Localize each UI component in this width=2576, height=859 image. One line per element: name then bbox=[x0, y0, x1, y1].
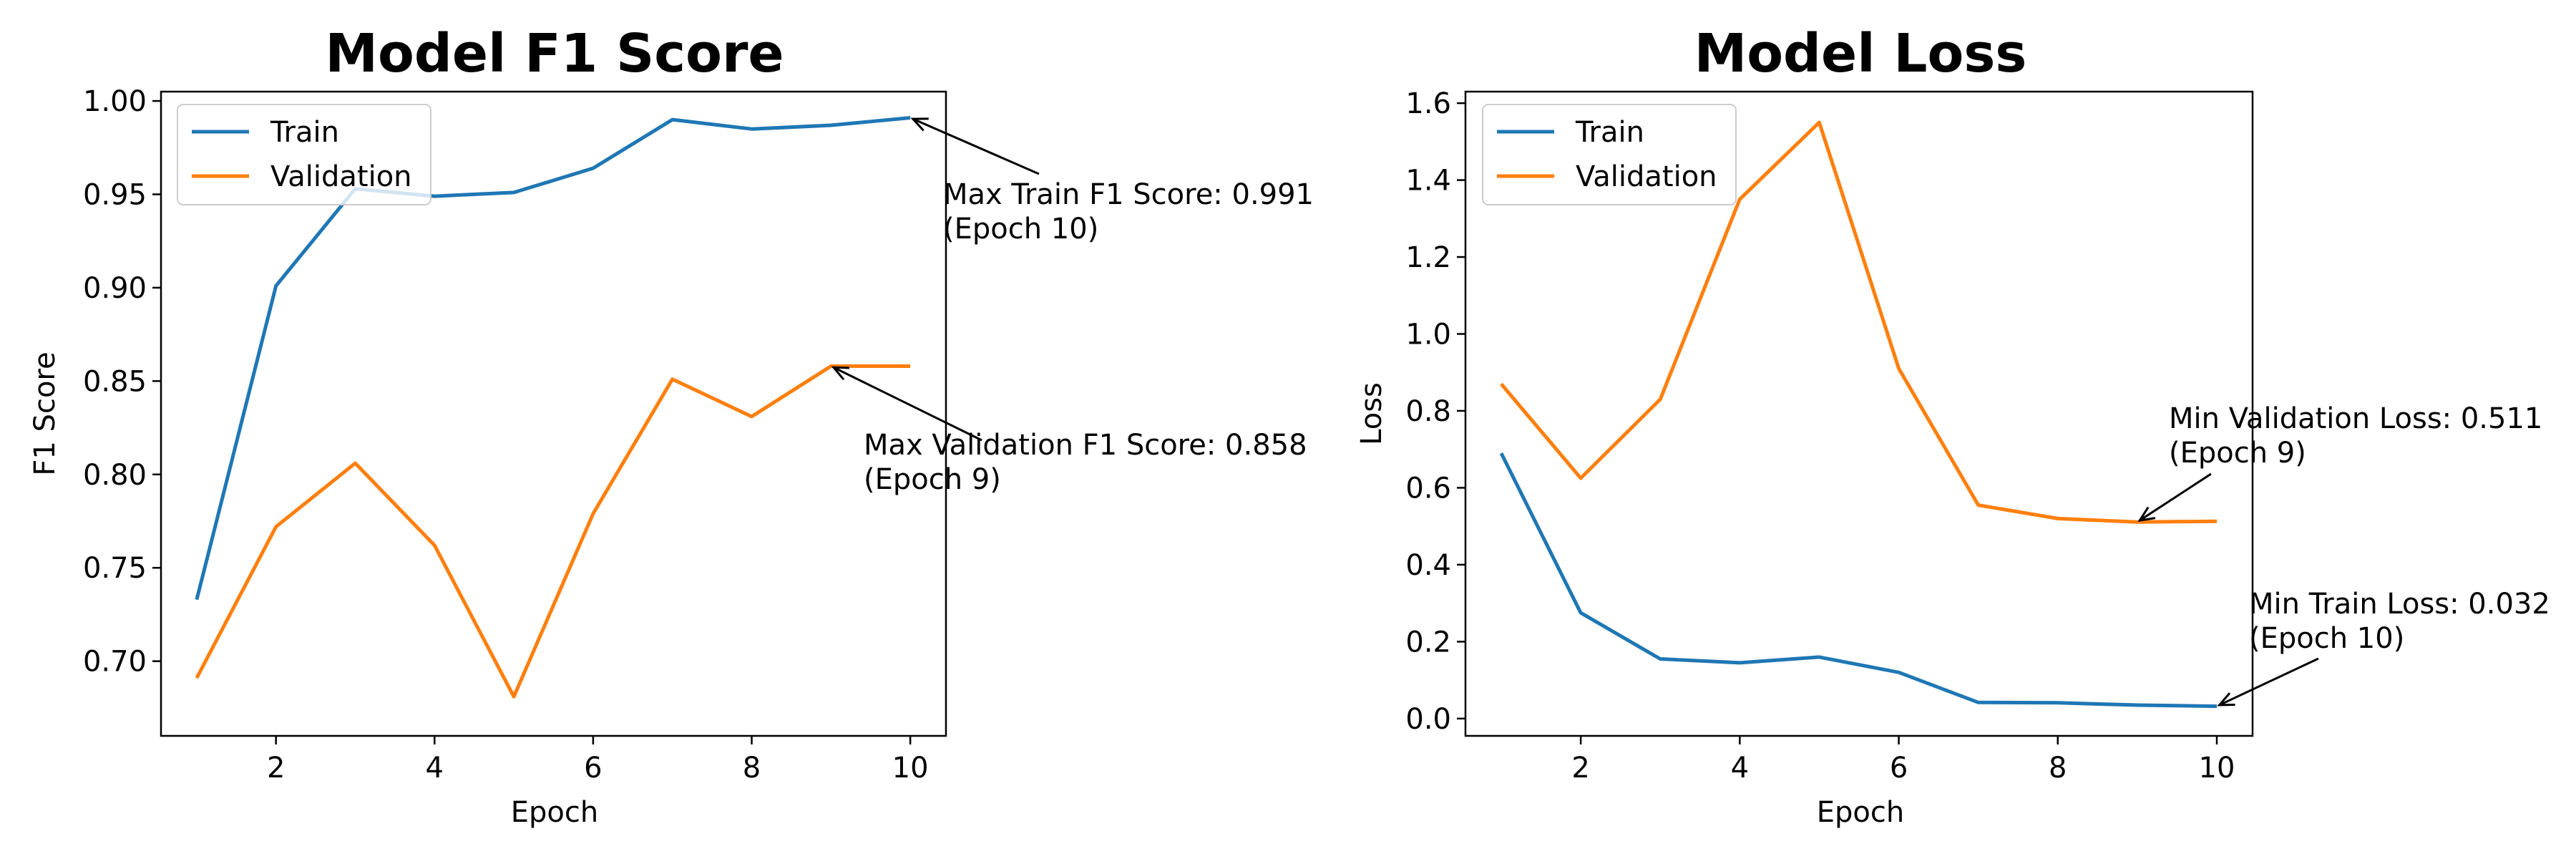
y-axis-label: F1 Score bbox=[29, 351, 62, 475]
annotation-arrow bbox=[833, 366, 982, 442]
legend-label: Train bbox=[270, 116, 339, 149]
x-tick-label: 4 bbox=[426, 752, 444, 785]
x-axis-label: Epoch bbox=[511, 796, 598, 829]
annotation-text: Max Validation F1 Score: 0.858 bbox=[864, 429, 1307, 462]
x-tick-label: 8 bbox=[743, 752, 761, 785]
plot-area: 2 4 6 8 10 0.70 0.75 0.80 0.85 0.90 0.95 1.00 Train V… bbox=[83, 85, 1314, 785]
annotation: Min Train Loss: 0.032(Epoch 10) bbox=[2217, 588, 2550, 707]
legend-box bbox=[1482, 104, 1737, 205]
y-tick-label: 1.6 bbox=[1405, 87, 1451, 120]
x-tick-label: 4 bbox=[1731, 752, 1749, 785]
y-tick-label: 0.4 bbox=[1405, 549, 1451, 582]
annotation-text: Min Validation Loss: 0.511 bbox=[2169, 402, 2542, 435]
annotation-arrowhead bbox=[2137, 506, 2156, 523]
annotation: Max Train F1 Score: 0.991(Epoch 10) bbox=[910, 117, 1314, 246]
y-tick-label: 1.2 bbox=[1405, 241, 1451, 274]
annotation-arrow bbox=[2139, 472, 2212, 522]
annotation-text: (Epoch 10) bbox=[2249, 622, 2404, 655]
x-tick-label: 2 bbox=[1571, 752, 1589, 785]
chart-title: Model Loss bbox=[1694, 23, 2027, 84]
legend: Train Validation bbox=[1482, 104, 1737, 205]
chart-title: Model F1 Score bbox=[325, 23, 784, 84]
y-tick-label: 1.0 bbox=[1405, 319, 1451, 351]
y-tick-label: 0.70 bbox=[83, 646, 147, 679]
y-tick-label: 0.2 bbox=[1405, 626, 1451, 659]
annotation-arrowhead bbox=[2217, 692, 2235, 707]
annotation-text: Max Train F1 Score: 0.991 bbox=[943, 178, 1314, 211]
annotation-arrowhead bbox=[910, 117, 929, 132]
legend: Train Validation bbox=[177, 104, 431, 205]
y-tick-label: 0.80 bbox=[83, 459, 147, 492]
x-tick-label: 8 bbox=[2049, 752, 2067, 785]
x-tick-label: 10 bbox=[892, 752, 929, 785]
y-tick-label: 0.8 bbox=[1405, 395, 1451, 428]
plot-area: 2 4 6 8 10 0.0 0.2 0.4 0.6 0.8 1.0 1.2 1.4 1.6 Train Va… bbox=[1405, 87, 2550, 785]
annotation-arrowhead bbox=[831, 366, 849, 381]
legend-box bbox=[177, 104, 431, 205]
x-tick-label: 6 bbox=[1890, 752, 1908, 785]
axes-frame bbox=[160, 90, 947, 737]
y-tick-label: 0.85 bbox=[83, 365, 147, 398]
f1-score-chart: Model F1 Score Epoch F1 Score 2 4 6 8 10 0.70… bbox=[29, 23, 1314, 829]
y-tick-label: 0.90 bbox=[83, 272, 147, 305]
annotation: Min Validation Loss: 0.511(Epoch 9) bbox=[2137, 402, 2542, 523]
legend-label: Train bbox=[1575, 116, 1644, 149]
loss-chart: Model Loss Epoch Loss 2 4 6 8 10 0.0 0.2 0.4 0.6… bbox=[1355, 23, 2550, 829]
annotation-arrow bbox=[2218, 657, 2319, 707]
series-line-validation bbox=[1500, 120, 2218, 524]
series-line-train bbox=[195, 116, 911, 601]
y-tick-label: 1.4 bbox=[1405, 165, 1451, 198]
x-tick-label: 2 bbox=[267, 752, 285, 785]
y-axis-label: Loss bbox=[1355, 382, 1388, 445]
x-tick-label: 6 bbox=[584, 752, 602, 785]
legend-label: Validation bbox=[270, 160, 412, 193]
x-axis-label: Epoch bbox=[1817, 796, 1904, 829]
y-tick-label: 0.75 bbox=[83, 552, 147, 585]
y-tick-label: 0.95 bbox=[83, 178, 147, 211]
series-line-validation bbox=[195, 364, 911, 699]
annotation-text: (Epoch 9) bbox=[2169, 437, 2306, 470]
annotation-arrow bbox=[912, 117, 1040, 175]
annotation-text: (Epoch 10) bbox=[943, 213, 1098, 246]
x-tick-label: 10 bbox=[2199, 752, 2235, 785]
y-tick-label: 1.00 bbox=[83, 85, 147, 118]
y-tick-label: 0.0 bbox=[1405, 703, 1451, 736]
y-tick-label: 0.6 bbox=[1405, 472, 1451, 505]
legend-label: Validation bbox=[1576, 160, 1717, 193]
annotation: Max Validation F1 Score: 0.858(Epoch 9) bbox=[831, 366, 1307, 496]
series-line-train bbox=[1499, 452, 2218, 709]
axes-frame bbox=[1464, 90, 2254, 737]
annotation-text: (Epoch 9) bbox=[864, 463, 1001, 496]
annotation-text: Min Train Loss: 0.032 bbox=[2249, 588, 2550, 621]
